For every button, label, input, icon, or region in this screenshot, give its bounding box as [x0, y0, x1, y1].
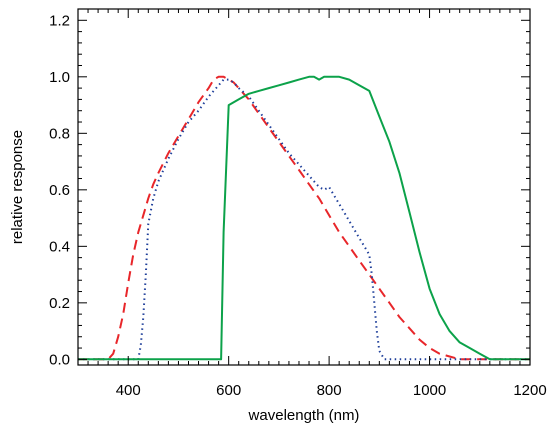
series-line-1 — [78, 77, 530, 360]
series-line-3 — [78, 77, 530, 360]
ticks-layer: 400 600 800 1000 1200 0.0 0.2 0.4 0.6 0.8 1.0 1.2 — [49, 9, 547, 399]
y-tick-label: 0.6 — [49, 182, 70, 199]
x-tick-label: 1000 — [413, 382, 446, 399]
y-tick-label: 0.8 — [49, 125, 70, 142]
x-tick-label: 600 — [216, 382, 241, 399]
y-tick-label: 1.2 — [49, 12, 70, 29]
y-tick-label: 0.4 — [49, 238, 70, 255]
y-axis-title: relative response — [9, 130, 26, 244]
plot-frame — [78, 9, 530, 365]
y-tick-label: 0.0 — [49, 351, 70, 368]
y-tick-label: 1.0 — [49, 69, 70, 86]
x-axis-title: wavelength (nm) — [248, 407, 360, 424]
x-tick-label: 400 — [116, 382, 141, 399]
y-tick-label: 0.2 — [49, 295, 70, 312]
x-tick-label: 1200 — [513, 382, 546, 399]
x-tick-label: 800 — [317, 382, 342, 399]
series-layer — [78, 77, 530, 360]
series-line-2 — [78, 80, 530, 360]
